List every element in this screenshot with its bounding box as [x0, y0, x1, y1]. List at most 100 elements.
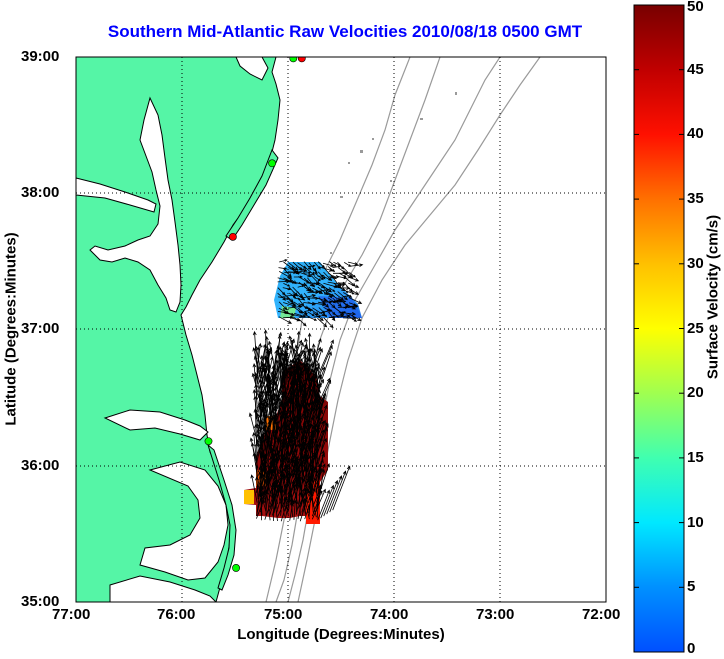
velocity-vector [256, 472, 264, 517]
colorbar-tick-label: 15 [687, 448, 704, 466]
velocity-vector [303, 286, 312, 292]
potomac-river [76, 177, 157, 213]
velocity-vector [312, 271, 324, 281]
y-tick-label: 35:00 [21, 593, 60, 610]
velocity-vector [281, 371, 293, 405]
velocity-vector [293, 269, 307, 274]
velocity-vector [297, 284, 305, 288]
velocity-vector [319, 309, 333, 314]
velocity-vector [280, 394, 286, 433]
velocity-vector [308, 264, 316, 268]
station-markers [204, 57, 306, 572]
velocity-vector [301, 478, 309, 508]
colorbar-tick-label: 5 [687, 578, 696, 596]
velocity-vector [255, 476, 259, 500]
velocity-vector [347, 261, 359, 266]
velocity-vector [342, 294, 350, 298]
velocity-vector [304, 488, 316, 520]
pamlico-sound [139, 461, 229, 581]
velocity-vector [304, 392, 320, 433]
velocity-vector [256, 413, 262, 436]
velocity-vector [317, 317, 328, 328]
velocity-vector [348, 282, 360, 288]
velocity-vector [320, 484, 334, 519]
colorbar-tick-label: 20 [687, 384, 704, 402]
station-marker [228, 232, 237, 241]
velocity-vector [317, 274, 325, 277]
velocity-vector [347, 304, 359, 309]
velocity-vector [272, 463, 281, 504]
velocity-vector [316, 487, 322, 519]
velocity-vector [332, 465, 351, 511]
velocity-vector [253, 355, 263, 386]
velocity-vector [297, 487, 306, 519]
velocity-vector [307, 277, 316, 288]
velocity-vector [329, 470, 347, 513]
velocity-vector [303, 261, 312, 271]
velocity-vector [343, 311, 357, 316]
velocity-vector [327, 266, 336, 273]
velocity-vector [348, 316, 358, 322]
velocity-vector [306, 479, 317, 518]
velocity-vector [311, 490, 323, 517]
velocity-vector [313, 276, 321, 282]
velocity-vector [250, 474, 258, 503]
velocity-vector [254, 442, 259, 484]
velocity-vector [283, 312, 296, 317]
x-tick-label: 73:00 [476, 606, 515, 623]
velocity-vector [297, 271, 312, 278]
velocity-vector [301, 477, 313, 513]
velocity-vector [328, 311, 336, 322]
velocity-vector [311, 488, 326, 520]
velocity-vector [318, 282, 333, 293]
velocity-vector [264, 478, 280, 520]
station-marker [289, 57, 298, 63]
map-title: Southern Mid-Atlantic Raw Velocities 201… [107, 22, 583, 41]
velocity-vectors [248, 259, 364, 522]
velocity-vector [328, 287, 336, 292]
velocity-vector [299, 489, 311, 522]
velocity-vector [342, 287, 349, 294]
chesapeake-bay [89, 96, 182, 313]
velocity-vector [303, 497, 310, 520]
velocity-vector [272, 480, 277, 522]
velocity-vector [323, 479, 339, 517]
station-marker [204, 437, 213, 446]
station-marker [268, 159, 276, 168]
velocity-vector [337, 291, 348, 301]
velocity-vector [256, 346, 261, 380]
colorbar-tick-label: 30 [687, 254, 704, 272]
velocity-vector [323, 317, 334, 329]
velocity-vector [303, 271, 312, 274]
velocity-vector [252, 347, 262, 379]
velocity-vector [269, 404, 278, 448]
velocity-vector [348, 297, 363, 304]
velocity-vector [317, 339, 334, 377]
velocity-vector [288, 426, 296, 464]
station-marker [232, 564, 240, 572]
velocity-vector [283, 495, 289, 516]
x-axis-label: Longitude (Degrees:Minutes) [237, 626, 445, 643]
velocity-vector [268, 393, 275, 416]
velocity-vector [252, 330, 258, 375]
velocity-field-south-yellow [244, 490, 254, 504]
velocity-vector [274, 386, 283, 428]
velocity-vector [308, 316, 318, 321]
velocity-vector [324, 276, 332, 281]
velocity-vector [326, 475, 343, 515]
y-tick-label: 39:00 [21, 48, 60, 65]
velocity-vector [283, 466, 294, 507]
lower-sound [109, 575, 217, 602]
velocity-vector [312, 463, 326, 493]
colorbar-tick-label: 35 [687, 190, 704, 208]
velocity-vector [333, 283, 346, 288]
velocity-vector [347, 312, 362, 321]
velocity-vector [312, 296, 328, 302]
velocity-vector [278, 316, 293, 324]
velocity-vector [298, 302, 310, 309]
velocity-vector [293, 499, 297, 520]
velocity-vector [292, 316, 300, 322]
colorbar-tick-label: 45 [687, 60, 704, 78]
velocity-vector [295, 482, 299, 512]
velocity-vector [337, 286, 351, 290]
